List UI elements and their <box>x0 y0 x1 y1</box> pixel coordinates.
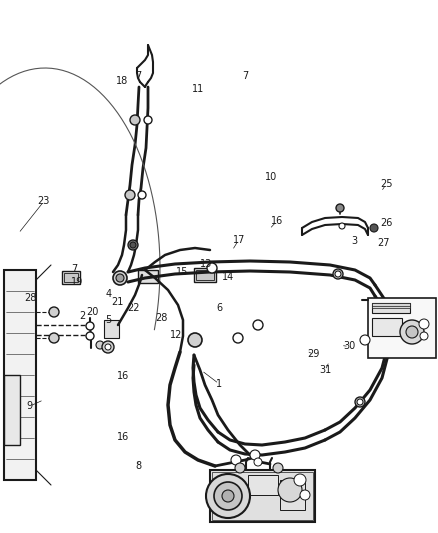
Circle shape <box>339 223 345 229</box>
Text: 16: 16 <box>117 372 129 381</box>
Circle shape <box>406 326 418 338</box>
Text: 16: 16 <box>117 432 129 442</box>
Text: 19: 19 <box>71 278 83 287</box>
Circle shape <box>300 490 310 500</box>
Circle shape <box>250 450 260 460</box>
Circle shape <box>333 269 343 279</box>
Circle shape <box>355 397 365 407</box>
Text: 29: 29 <box>307 350 319 359</box>
Text: 21: 21 <box>111 297 124 307</box>
Circle shape <box>138 191 146 199</box>
Text: 4: 4 <box>106 289 112 299</box>
Text: 15: 15 <box>176 267 188 277</box>
Circle shape <box>400 320 424 344</box>
Bar <box>210 470 315 522</box>
Text: 11: 11 <box>192 84 204 94</box>
Circle shape <box>294 474 306 486</box>
Circle shape <box>336 204 344 212</box>
Text: 28: 28 <box>25 294 37 303</box>
Circle shape <box>357 399 363 405</box>
Text: 7: 7 <box>242 71 248 81</box>
Circle shape <box>253 320 263 330</box>
Bar <box>280 480 305 510</box>
Bar <box>138 270 158 283</box>
Text: 10: 10 <box>265 173 278 182</box>
Text: 30: 30 <box>343 342 355 351</box>
Circle shape <box>335 271 341 277</box>
Circle shape <box>370 224 378 232</box>
Text: 3: 3 <box>352 237 358 246</box>
Text: 22: 22 <box>127 303 140 313</box>
Text: 7: 7 <box>135 71 141 81</box>
Circle shape <box>360 335 370 345</box>
Circle shape <box>214 482 242 510</box>
Bar <box>372 303 410 313</box>
Bar <box>372 303 410 308</box>
Text: 26: 26 <box>380 218 392 228</box>
Text: 23: 23 <box>38 197 50 206</box>
Circle shape <box>231 455 241 465</box>
Circle shape <box>105 344 111 350</box>
Text: 28: 28 <box>155 313 167 322</box>
Circle shape <box>144 116 152 124</box>
Bar <box>64 273 78 282</box>
Bar <box>4 375 20 445</box>
Text: 27: 27 <box>377 238 389 247</box>
Circle shape <box>116 274 124 282</box>
Bar <box>104 320 119 338</box>
Circle shape <box>125 190 135 200</box>
Circle shape <box>130 115 140 125</box>
Text: 8: 8 <box>135 462 141 471</box>
Text: 18: 18 <box>116 76 128 86</box>
Bar <box>4 270 36 480</box>
Text: 16: 16 <box>271 216 283 226</box>
Circle shape <box>273 463 283 473</box>
Bar <box>194 268 216 282</box>
Circle shape <box>254 458 262 466</box>
Text: 14: 14 <box>222 272 234 282</box>
Text: 20: 20 <box>86 307 98 317</box>
Circle shape <box>233 333 243 343</box>
Circle shape <box>102 341 114 353</box>
Circle shape <box>235 463 245 473</box>
Bar <box>368 298 436 358</box>
Text: 2: 2 <box>79 311 85 321</box>
Text: 12: 12 <box>170 330 182 340</box>
Bar <box>248 475 278 495</box>
Text: 13: 13 <box>200 260 212 269</box>
Text: 25: 25 <box>380 179 392 189</box>
Circle shape <box>278 478 302 502</box>
Circle shape <box>130 242 136 248</box>
Circle shape <box>113 271 127 285</box>
Text: 6: 6 <box>216 303 222 313</box>
Text: 1: 1 <box>216 379 222 389</box>
Bar <box>212 472 313 520</box>
Text: 31: 31 <box>319 366 331 375</box>
Circle shape <box>96 341 104 349</box>
Circle shape <box>222 490 234 502</box>
Circle shape <box>420 332 428 340</box>
Circle shape <box>207 263 217 273</box>
Circle shape <box>86 332 94 340</box>
Circle shape <box>49 307 59 317</box>
Text: 5: 5 <box>106 315 112 325</box>
Text: 9: 9 <box>27 401 33 411</box>
Circle shape <box>206 474 250 518</box>
Text: 17: 17 <box>233 235 245 245</box>
Circle shape <box>49 333 59 343</box>
Bar <box>62 271 80 284</box>
Circle shape <box>128 240 138 250</box>
Circle shape <box>188 333 202 347</box>
Circle shape <box>86 322 94 330</box>
Text: 7: 7 <box>71 264 78 273</box>
Bar <box>196 270 214 280</box>
Circle shape <box>419 319 429 329</box>
Bar <box>372 318 402 336</box>
